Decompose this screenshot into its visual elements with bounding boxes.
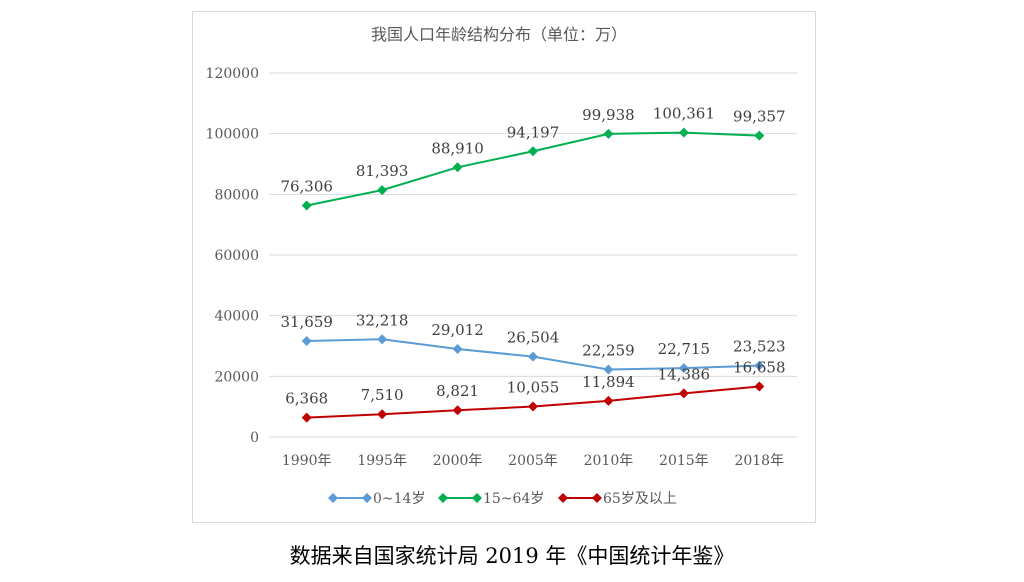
- data-point-marker: [528, 146, 538, 157]
- data-point-marker: [603, 128, 614, 139]
- y-tick-label: 120000: [206, 66, 259, 82]
- data-label: 16,658: [733, 358, 786, 376]
- data-label: 88,910: [431, 139, 484, 157]
- data-label: 99,938: [582, 106, 635, 124]
- data-label: 6,368: [285, 390, 328, 408]
- data-label: 22,259: [582, 341, 635, 359]
- data-label: 99,357: [733, 108, 786, 126]
- legend: 0~14岁 15~64岁 65岁及以上: [328, 491, 677, 507]
- data-point-marker: [603, 364, 614, 375]
- data-point-marker: [678, 127, 689, 138]
- data-label: 76,306: [280, 178, 333, 196]
- y-tick-label: 100000: [206, 127, 259, 143]
- y-tick-label: 20000: [214, 369, 259, 385]
- data-point-marker: [301, 335, 312, 346]
- data-point-marker: [678, 363, 689, 374]
- data-point-marker: [377, 334, 388, 345]
- data-point-marker: [377, 185, 388, 196]
- data-point-marker: [452, 343, 463, 354]
- data-point-marker: [678, 388, 689, 399]
- x-tick-label: 2015年: [659, 453, 709, 469]
- population-line-chart: 我国人口年龄结构分布（单位：万） 0 20000 40000 60000 80000 10…: [206, 25, 797, 507]
- series-lines: [301, 127, 765, 423]
- data-point-marker: [452, 162, 463, 173]
- legend-marker: [558, 493, 568, 503]
- legend-marker: [362, 493, 372, 503]
- legend-marker: [472, 493, 482, 503]
- x-tick-label: 1995年: [357, 453, 407, 469]
- data-point-marker: [754, 360, 765, 371]
- x-tick-label: 1990年: [282, 453, 332, 469]
- legend-label: 65岁及以上: [603, 491, 677, 507]
- data-label: 29,012: [431, 321, 484, 339]
- data-point-marker: [603, 395, 614, 406]
- data-point-marker: [754, 130, 765, 141]
- y-tick-label: 80000: [214, 187, 259, 203]
- legend-label: 0~14岁: [373, 491, 425, 507]
- y-tick-label: 60000: [214, 248, 259, 264]
- data-label: 32,218: [356, 311, 409, 329]
- x-tick-label: 2010年: [584, 453, 634, 469]
- data-point-marker: [452, 405, 463, 416]
- data-point-marker: [754, 381, 765, 392]
- data-label: 26,504: [507, 329, 560, 347]
- x-axis-ticks: 1990年 1995年 2000年 2005年 2010年 2015年 2018年: [282, 453, 784, 469]
- x-tick-label: 2000年: [433, 453, 483, 469]
- data-point-marker: [528, 401, 538, 412]
- chart-frame: 我国人口年龄结构分布（单位：万） 0 20000 40000 60000 80000 10…: [192, 11, 816, 523]
- data-label: 81,393: [356, 162, 409, 180]
- x-tick-label: 2005年: [508, 453, 558, 469]
- legend-label: 15~64岁: [483, 491, 544, 507]
- data-label: 14,386: [658, 365, 711, 383]
- legend-marker: [438, 493, 448, 503]
- data-label: 31,659: [280, 313, 333, 331]
- legend-marker: [592, 493, 602, 503]
- data-point-marker: [301, 200, 312, 211]
- data-label: 11,894: [582, 373, 635, 391]
- data-point-marker: [528, 351, 538, 362]
- chart-title: 我国人口年龄结构分布（单位：万）: [371, 25, 627, 44]
- y-axis-ticks: 0 20000 40000 60000 80000 100000 120000: [206, 66, 259, 446]
- data-label: 7,510: [361, 386, 404, 404]
- data-label: 10,055: [507, 378, 560, 396]
- data-labels: 31,659 32,218 29,012 26,504 22,259 22,715 23,5…: [280, 105, 785, 408]
- y-tick-label: 40000: [214, 309, 259, 325]
- data-label: 94,197: [507, 123, 560, 141]
- data-point-marker: [377, 409, 388, 420]
- legend-marker: [328, 493, 338, 503]
- data-label: 8,821: [436, 382, 479, 400]
- x-tick-label: 2018年: [734, 453, 784, 469]
- data-label: 23,523: [733, 338, 786, 356]
- y-tick-label: 0: [250, 430, 259, 446]
- source-caption: 数据来自国家统计局 2019 年《中国统计年鉴》: [289, 544, 735, 568]
- data-point-marker: [301, 412, 312, 423]
- data-label: 22,715: [658, 340, 711, 358]
- data-label: 100,361: [653, 105, 715, 123]
